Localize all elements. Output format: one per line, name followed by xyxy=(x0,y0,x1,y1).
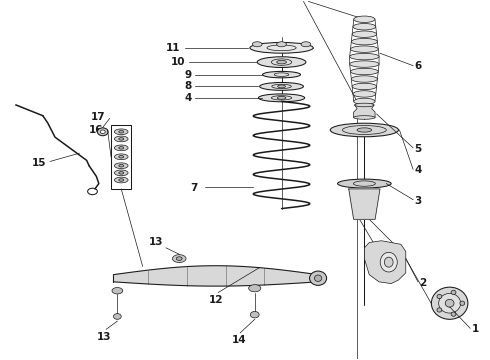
Text: 15: 15 xyxy=(32,158,46,168)
Ellipse shape xyxy=(257,57,306,67)
Ellipse shape xyxy=(315,275,322,282)
Ellipse shape xyxy=(451,290,456,294)
Text: 1: 1 xyxy=(471,324,479,334)
Ellipse shape xyxy=(271,96,292,100)
Ellipse shape xyxy=(351,39,377,45)
Ellipse shape xyxy=(351,76,377,82)
Ellipse shape xyxy=(258,94,305,102)
Ellipse shape xyxy=(353,181,375,186)
Ellipse shape xyxy=(119,179,123,181)
Bar xyxy=(111,125,131,189)
Ellipse shape xyxy=(277,42,287,47)
Ellipse shape xyxy=(115,154,128,159)
Text: 9: 9 xyxy=(184,69,192,80)
Ellipse shape xyxy=(277,96,286,99)
Text: 10: 10 xyxy=(171,57,186,67)
Ellipse shape xyxy=(98,128,108,136)
Ellipse shape xyxy=(330,123,398,137)
Ellipse shape xyxy=(119,147,123,149)
Text: 3: 3 xyxy=(415,196,422,206)
Ellipse shape xyxy=(437,294,442,299)
Ellipse shape xyxy=(119,165,123,167)
Ellipse shape xyxy=(357,128,372,132)
Ellipse shape xyxy=(352,31,377,37)
Text: 6: 6 xyxy=(415,62,422,71)
Polygon shape xyxy=(349,189,380,219)
Ellipse shape xyxy=(119,172,123,174)
Ellipse shape xyxy=(176,257,182,260)
Ellipse shape xyxy=(271,59,292,65)
Ellipse shape xyxy=(355,103,374,107)
Ellipse shape xyxy=(115,145,128,151)
Text: 16: 16 xyxy=(89,125,104,135)
Ellipse shape xyxy=(451,312,456,316)
Ellipse shape xyxy=(250,42,313,53)
Ellipse shape xyxy=(338,179,391,188)
Ellipse shape xyxy=(353,23,376,30)
Ellipse shape xyxy=(445,299,454,307)
Text: 13: 13 xyxy=(148,237,163,247)
Text: 12: 12 xyxy=(209,295,223,305)
Ellipse shape xyxy=(112,288,122,294)
Ellipse shape xyxy=(384,257,393,267)
Ellipse shape xyxy=(252,42,262,47)
Ellipse shape xyxy=(119,138,123,140)
Ellipse shape xyxy=(350,68,378,75)
Ellipse shape xyxy=(437,308,442,312)
Text: 11: 11 xyxy=(166,43,181,53)
Text: 2: 2 xyxy=(419,278,427,288)
Ellipse shape xyxy=(267,45,296,51)
Ellipse shape xyxy=(248,285,261,292)
Ellipse shape xyxy=(352,83,377,90)
Text: 13: 13 xyxy=(97,332,111,342)
Text: 8: 8 xyxy=(184,81,192,91)
Ellipse shape xyxy=(431,287,468,319)
Ellipse shape xyxy=(380,252,397,272)
Ellipse shape xyxy=(115,163,128,168)
Ellipse shape xyxy=(119,131,123,133)
Ellipse shape xyxy=(343,126,386,134)
Ellipse shape xyxy=(115,136,128,142)
Ellipse shape xyxy=(263,71,300,78)
Ellipse shape xyxy=(100,130,105,134)
Ellipse shape xyxy=(460,301,465,305)
Ellipse shape xyxy=(115,170,128,176)
Text: 4: 4 xyxy=(415,165,422,175)
Ellipse shape xyxy=(354,16,375,22)
Ellipse shape xyxy=(301,42,311,47)
Ellipse shape xyxy=(354,98,375,105)
Ellipse shape xyxy=(115,129,128,135)
Ellipse shape xyxy=(350,61,379,67)
Ellipse shape xyxy=(350,53,379,60)
Text: 7: 7 xyxy=(190,183,197,193)
Polygon shape xyxy=(365,241,406,284)
Text: 14: 14 xyxy=(232,336,246,345)
Ellipse shape xyxy=(277,60,287,64)
Ellipse shape xyxy=(274,73,289,76)
Text: 4: 4 xyxy=(184,93,192,103)
Ellipse shape xyxy=(119,156,123,158)
Ellipse shape xyxy=(350,46,378,52)
Polygon shape xyxy=(114,266,318,286)
Ellipse shape xyxy=(114,314,121,319)
Text: 17: 17 xyxy=(91,112,106,122)
Ellipse shape xyxy=(172,255,186,262)
Ellipse shape xyxy=(115,177,128,183)
Ellipse shape xyxy=(272,84,291,89)
Polygon shape xyxy=(354,105,375,117)
Ellipse shape xyxy=(354,116,375,119)
Ellipse shape xyxy=(353,91,376,97)
Text: 5: 5 xyxy=(415,144,422,154)
Ellipse shape xyxy=(439,293,461,313)
Ellipse shape xyxy=(310,271,327,285)
Ellipse shape xyxy=(260,82,303,90)
Ellipse shape xyxy=(278,85,286,88)
Ellipse shape xyxy=(250,311,259,318)
